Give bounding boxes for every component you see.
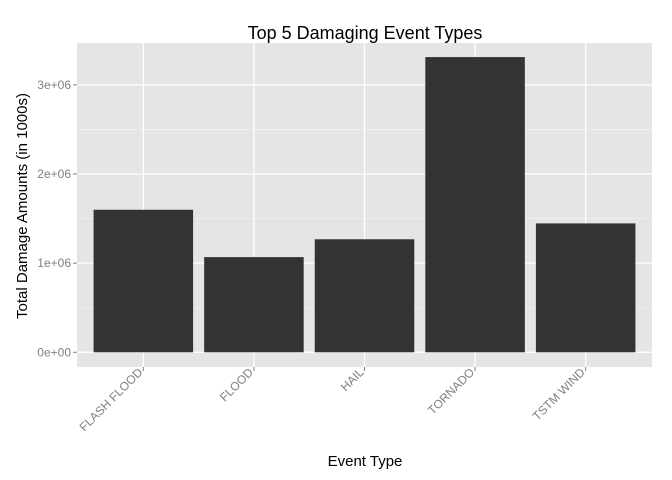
y-tick-label: 3e+06 — [37, 78, 71, 92]
bar-tstm-wind — [535, 223, 636, 353]
bar-tornado — [425, 57, 525, 353]
chart-title: Top 5 Damaging Event Types — [248, 23, 483, 43]
x-axis-title: Event Type — [328, 453, 403, 470]
x-tick-label: HAIL — [338, 365, 367, 394]
x-tick-label: TORNADO — [425, 365, 477, 417]
x-tick-label: FLASH FLOOD — [77, 365, 146, 434]
y-axis-title: Total Damage Amounts (in 1000s) — [14, 93, 31, 319]
y-tick-label: 2e+06 — [37, 167, 71, 181]
x-tick-label: FLOOD — [217, 365, 256, 404]
x-axis-ticks: FLASH FLOOD FLOOD HAIL TORNADO TSTM WIND — [77, 365, 588, 434]
bar-hail — [314, 239, 415, 353]
y-axis-ticks: 0e+00 1e+06 2e+06 3e+06 — [37, 78, 77, 359]
y-tick-label: 1e+06 — [37, 256, 71, 270]
y-tick-label: 0e+00 — [37, 345, 71, 359]
x-tick-label: TSTM WIND — [530, 365, 588, 423]
bar-flash-flood — [93, 209, 194, 353]
bar-flood — [204, 257, 304, 353]
bars — [93, 57, 636, 353]
